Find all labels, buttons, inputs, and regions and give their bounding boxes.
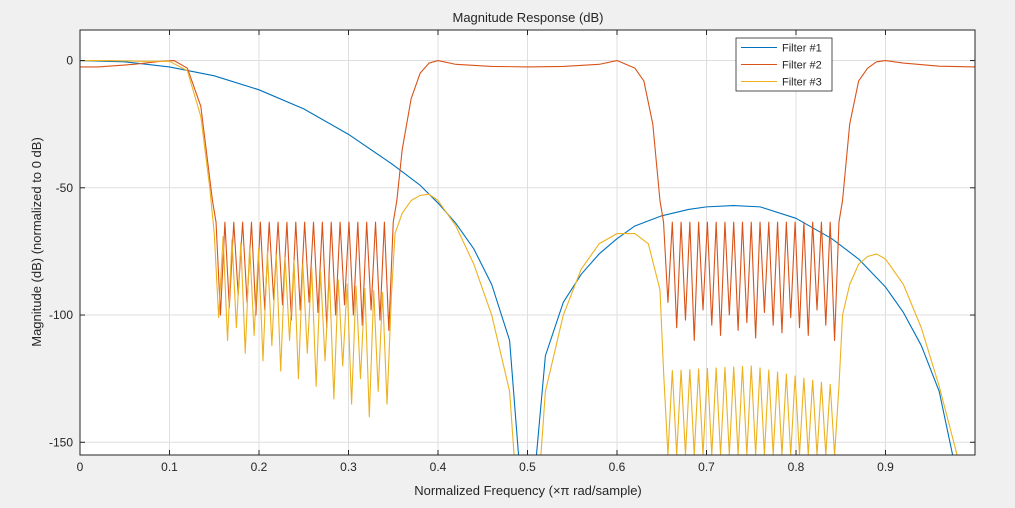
- x-axis-label-symbol: ×π: [553, 483, 570, 498]
- x-axis-label-prefix: Normalized Frequency (: [414, 483, 553, 498]
- x-tick-label: 0.3: [340, 460, 357, 474]
- y-tick-label: -100: [49, 308, 73, 322]
- x-axis-label: Normalized Frequency (×π rad/sample): [414, 483, 642, 498]
- y-tick-label: -50: [56, 181, 74, 195]
- series-line-filter-1: [79, 59, 954, 456]
- x-tick-label: 0.2: [251, 460, 268, 474]
- x-tick-label: 0.9: [877, 460, 894, 474]
- x-tick-label: 0.1: [161, 460, 178, 474]
- legend[interactable]: Filter #1 Filter #2 Filter #3: [735, 37, 833, 92]
- x-tick-label: 0.6: [609, 460, 626, 474]
- x-tick-label: 0.7: [698, 460, 715, 474]
- x-tick-label: 0: [77, 460, 84, 474]
- x-tick-label: 0.4: [430, 460, 447, 474]
- y-tick-label: -150: [49, 435, 73, 449]
- legend-label-filter-1: Filter #1: [782, 43, 822, 55]
- legend-label-filter-2: Filter #2: [782, 60, 822, 72]
- x-axis-label-suffix: rad/sample): [570, 483, 642, 498]
- y-axis-label: Magnitude (dB) (normalized to 0 dB): [29, 137, 44, 347]
- legend-label-filter-3: Filter #3: [782, 77, 822, 89]
- x-tick-label: 0.5: [519, 460, 536, 474]
- axis-ticks: 0 0.1 0.2 0.3 0.4 0.5 0.6 0.7 0.8 0.9 0 -50 -100 -150: [49, 30, 975, 474]
- chart-title: Magnitude Response (dB): [452, 10, 603, 25]
- y-tick-label: 0: [66, 54, 73, 68]
- x-tick-label: 0.8: [788, 460, 805, 474]
